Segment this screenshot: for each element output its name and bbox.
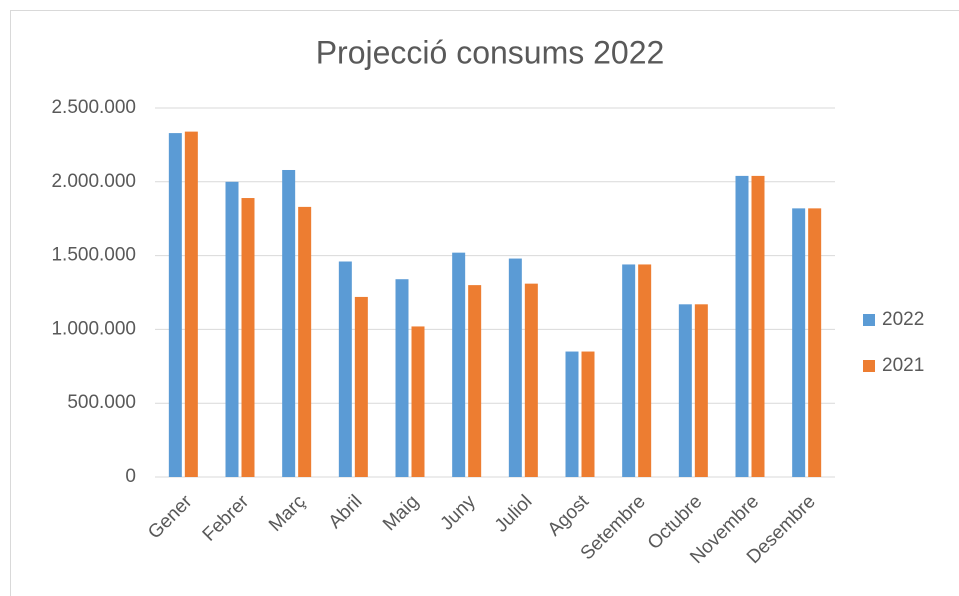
bar (508, 258, 522, 477)
bar (354, 296, 368, 477)
y-tick-label: 2.000.000 (51, 171, 136, 192)
bar (468, 285, 482, 477)
legend-swatch (863, 314, 875, 326)
y-tick-label: 0 (125, 466, 136, 487)
chart-border (10, 10, 959, 596)
x-tick-label: Agost (544, 491, 594, 541)
legend-label: 2022 (882, 309, 924, 330)
y-tick-label: 1.500.000 (51, 245, 136, 266)
bar (395, 279, 409, 477)
legend-swatch (863, 360, 875, 372)
bar (638, 264, 652, 477)
x-tick-label: Febrer (199, 491, 254, 546)
bar (168, 133, 182, 478)
bar (184, 131, 198, 477)
x-tick-label: Gener (144, 491, 197, 544)
bar (581, 351, 595, 477)
x-tick-label: Abril (325, 491, 367, 533)
bar (565, 351, 579, 477)
bar (694, 304, 708, 477)
y-tick-label: 500.000 (67, 392, 136, 413)
y-tick-label: 2.500.000 (51, 97, 136, 118)
y-tick-label: 1.000.000 (51, 318, 136, 339)
legend-label: 2021 (882, 355, 924, 376)
bar (225, 181, 239, 478)
x-tick-label: Juliol (491, 491, 536, 536)
bar (241, 198, 255, 477)
bar (751, 175, 765, 477)
bar (524, 283, 538, 477)
bar (411, 326, 425, 477)
x-tick-label: Juny (437, 491, 481, 535)
bar (298, 206, 312, 477)
bar (282, 169, 296, 477)
x-tick-label: Març (265, 491, 310, 536)
bar (338, 261, 352, 477)
bar (452, 252, 466, 477)
chart-title: Projecció consums 2022 (316, 34, 665, 70)
bar (678, 304, 692, 477)
bar (808, 208, 822, 478)
x-tick-label: Maig (379, 491, 423, 535)
bar (792, 208, 806, 478)
bar (735, 175, 749, 477)
bar (622, 264, 636, 477)
